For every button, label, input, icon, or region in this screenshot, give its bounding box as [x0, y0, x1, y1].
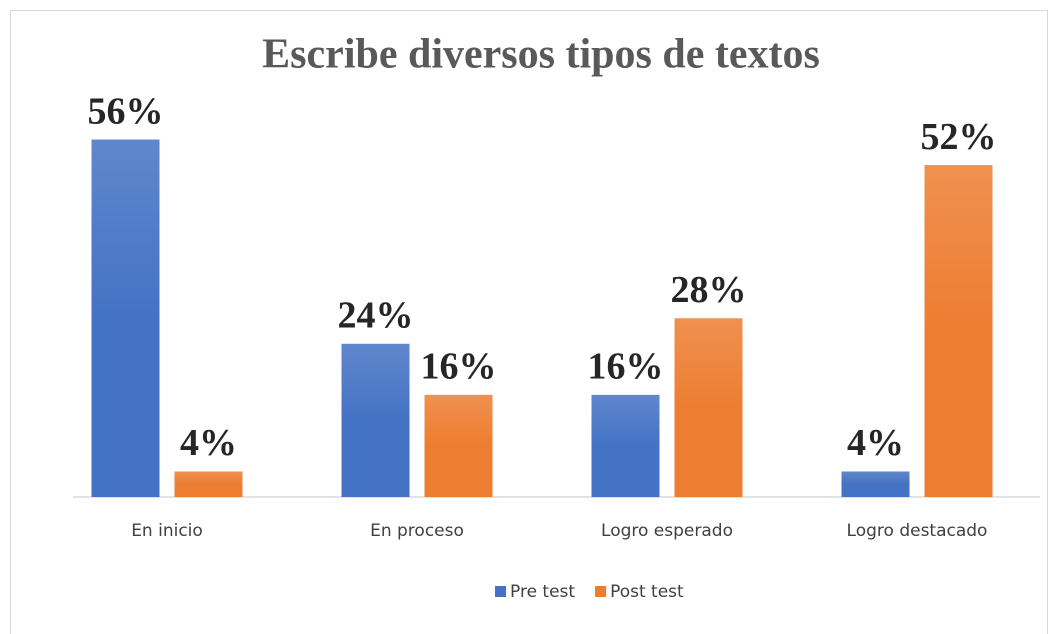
bar — [91, 139, 160, 498]
bar — [424, 394, 493, 497]
bar — [591, 394, 660, 497]
data-label: 52% — [921, 116, 997, 158]
x-tick-label: En inicio — [131, 521, 203, 541]
x-tick-label: Logro esperado — [601, 521, 733, 541]
legend-swatch — [495, 586, 506, 597]
data-label: 4% — [180, 422, 237, 464]
legend-label: Post test — [610, 582, 684, 602]
bar — [841, 471, 910, 497]
data-label: 24% — [338, 295, 414, 337]
legend-swatch — [595, 586, 607, 597]
data-label: 16% — [421, 346, 497, 388]
chart-border — [10, 10, 1048, 634]
bar — [174, 471, 243, 497]
legend-label: Pre test — [510, 582, 575, 602]
chart-title: Escribe diversos tipos de textos — [262, 32, 820, 78]
x-tick-label: Logro destacado — [847, 521, 988, 541]
bar — [341, 343, 410, 497]
data-label: 28% — [671, 269, 747, 311]
data-label: 4% — [847, 422, 904, 464]
x-tick-label: En proceso — [370, 521, 464, 541]
bar — [674, 318, 743, 497]
data-label: 56% — [88, 90, 164, 132]
data-label: 16% — [588, 346, 664, 388]
bar — [924, 165, 993, 498]
